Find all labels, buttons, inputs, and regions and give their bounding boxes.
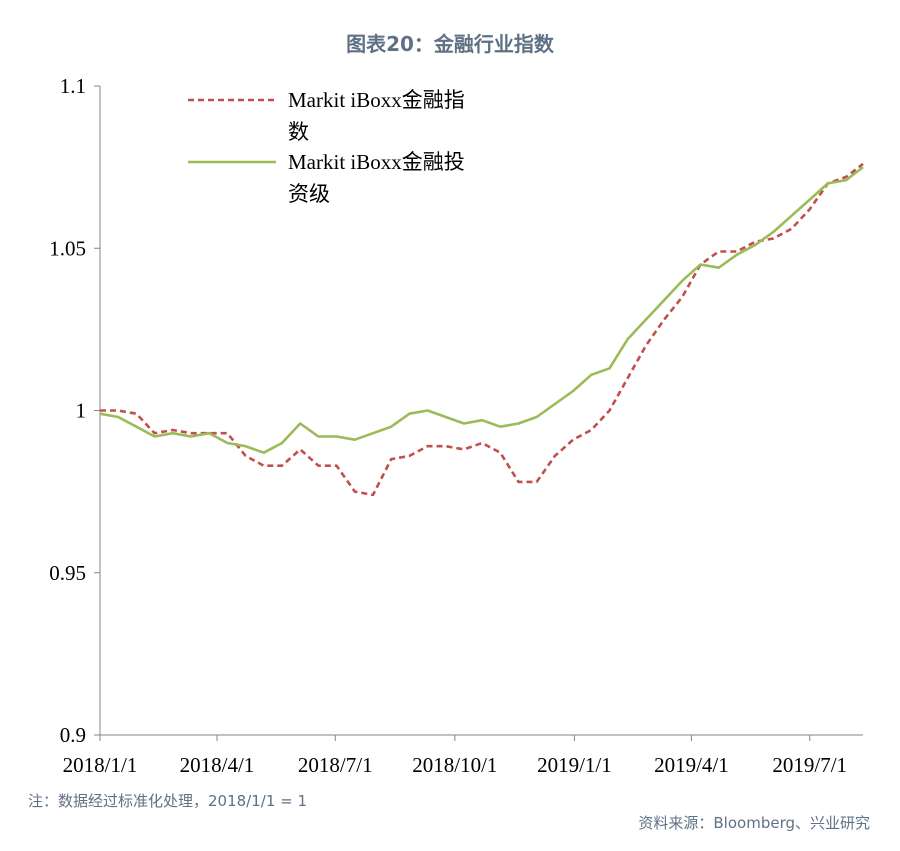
series-line-financial-investment-grade — [99, 166, 864, 455]
source-note: 资料来源：Bloomberg、兴业研究 — [638, 814, 870, 832]
legend-label: 数 — [288, 120, 309, 144]
x-tick-label: 2019/7/1 — [772, 753, 847, 777]
series-line-financial-index — [100, 162, 864, 497]
axes: 1.1 1.05 1 0.95 0.9 2018/1/1 2018/4/1 2018/7/1 2… — [49, 74, 863, 777]
legend-label: 资级 — [288, 182, 330, 206]
y-tick-label: 1.1 — [60, 74, 86, 98]
x-tick-label: 2019/1/1 — [537, 753, 612, 777]
x-tick-label: 2018/7/1 — [298, 753, 373, 777]
y-tick-label: 1.05 — [49, 236, 86, 260]
legend-label: Markit iBoxx金融指 — [288, 88, 465, 112]
y-tick-label: 0.95 — [49, 561, 86, 585]
x-tick-label: 2018/4/1 — [180, 753, 255, 777]
x-tick-label: 2019/4/1 — [654, 753, 729, 777]
chart-title: 图表20：金融行业指数 — [346, 32, 554, 56]
y-tick-label: 0.9 — [60, 723, 86, 747]
chart-area: 1.1 1.05 1 0.95 0.9 2018/1/1 2018/4/1 2018/7/1 2… — [49, 74, 864, 777]
y-tick-label: 1 — [76, 399, 87, 423]
footnote: 注：数据经过标准化处理，2018/1/1 = 1 — [28, 792, 308, 810]
legend-label: Markit iBoxx金融投 — [288, 150, 465, 174]
x-tick-label: 2018/10/1 — [412, 753, 497, 777]
x-tick-label: 2018/1/1 — [63, 753, 138, 777]
series-layer — [99, 162, 864, 497]
